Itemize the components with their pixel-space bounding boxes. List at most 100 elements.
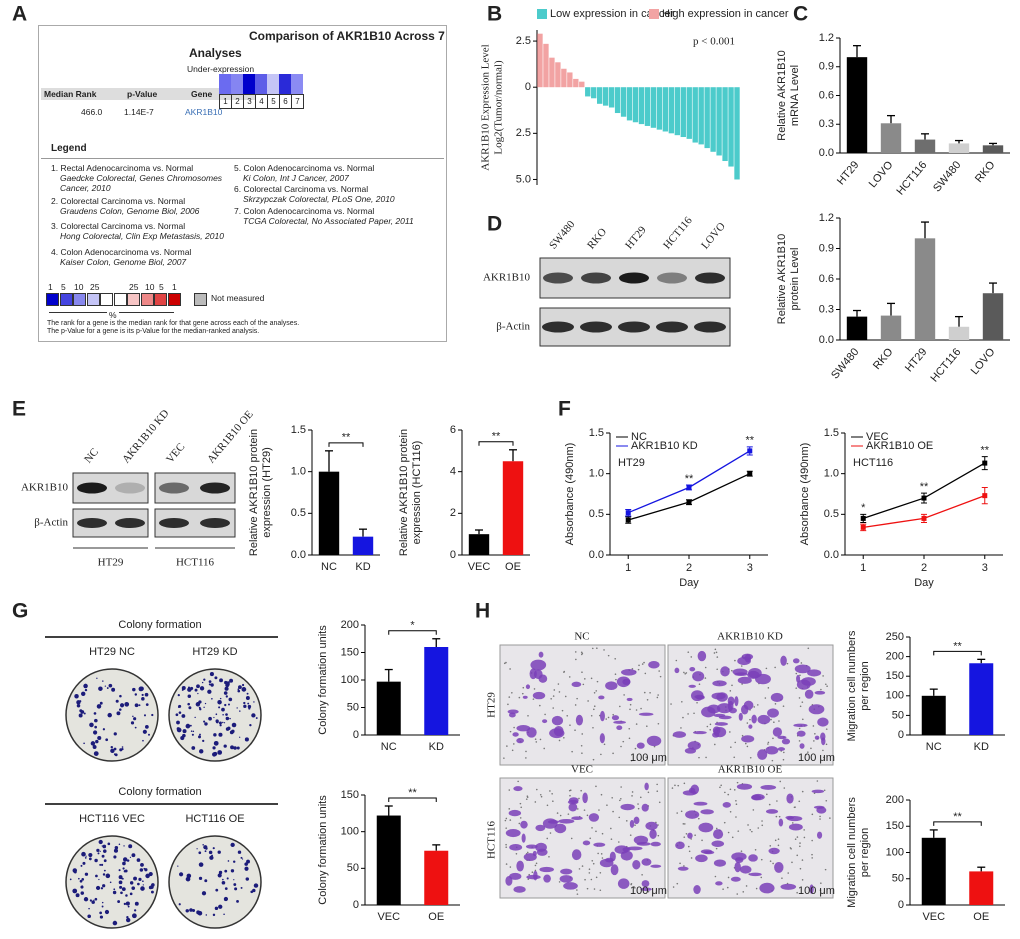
colony [101, 905, 104, 908]
colony [85, 855, 87, 857]
pore [798, 697, 801, 699]
y-tick-label: 2.5 [516, 127, 531, 139]
colony [122, 861, 126, 866]
pore [527, 714, 529, 717]
cell [715, 881, 723, 886]
colony [142, 729, 147, 734]
cell [505, 875, 513, 886]
colony [140, 863, 144, 867]
colony [142, 739, 144, 742]
legend-item: 2. Colorectal Carcinoma vs. Normal Graude… [51, 196, 226, 216]
pore [574, 704, 577, 706]
dish [65, 668, 159, 762]
cell [807, 669, 822, 677]
pore [570, 837, 573, 840]
cell [599, 733, 605, 744]
protein-label: β-Actin [34, 517, 68, 529]
pore [607, 654, 610, 657]
y-axis-title: protein Level [789, 248, 801, 311]
pore [593, 692, 596, 694]
bar [376, 681, 401, 735]
scale-swatch [154, 293, 167, 306]
pore [801, 879, 804, 881]
bar [668, 87, 675, 134]
x-tick-label: OE [505, 561, 521, 573]
x-tick-label: KD [429, 741, 444, 753]
y-tick-label: 150 [886, 670, 904, 682]
cell [817, 831, 823, 839]
pore [706, 725, 709, 728]
colony [84, 872, 89, 876]
colony [138, 686, 144, 692]
cell [649, 829, 657, 839]
pore [687, 713, 689, 715]
cell [692, 671, 705, 682]
colony [108, 683, 113, 688]
legend-label: 7. Colon Adenocarcinoma vs. Normal [234, 206, 375, 216]
colony [212, 847, 215, 850]
pore [698, 683, 701, 685]
pore [507, 703, 509, 706]
significance: ** [953, 811, 962, 823]
colony [226, 681, 230, 685]
pore [593, 888, 596, 890]
colony [144, 692, 149, 697]
pore [683, 836, 686, 838]
cell [816, 806, 827, 814]
pore [596, 680, 599, 683]
scale-swatch [100, 293, 113, 306]
colony [110, 748, 115, 754]
cell [701, 706, 716, 718]
pore [559, 814, 562, 817]
bar [638, 87, 645, 125]
colony [221, 880, 226, 885]
pore [811, 853, 813, 856]
colony [116, 711, 121, 716]
pore [589, 837, 592, 840]
pore [715, 651, 718, 654]
colony [246, 692, 249, 695]
protein-label: β-Actin [496, 321, 530, 333]
colony [80, 864, 83, 867]
pore [813, 740, 815, 742]
significance: * [861, 502, 866, 514]
colony [83, 742, 85, 745]
pore [822, 675, 824, 677]
pore [740, 850, 743, 852]
pore [810, 747, 812, 750]
colony [148, 871, 153, 877]
colony [119, 703, 125, 708]
colony [96, 704, 102, 709]
colony [141, 697, 145, 701]
legend-label: Low expression in cancer [550, 8, 674, 20]
pore [811, 813, 814, 816]
pore [592, 758, 595, 761]
colony [126, 916, 129, 919]
bar [620, 87, 627, 117]
colony [79, 709, 83, 713]
cell [633, 816, 640, 825]
pore [685, 672, 688, 674]
header: Median Rank [44, 89, 97, 99]
colony [189, 908, 193, 912]
bar [728, 87, 734, 167]
colony [84, 688, 88, 692]
pore [823, 789, 826, 792]
y-tick-label: 0 [353, 899, 359, 911]
pore [683, 671, 685, 674]
pore [719, 786, 721, 789]
point [747, 448, 753, 454]
y-tick-label: 1.0 [589, 468, 604, 480]
pore [801, 701, 804, 703]
colony [103, 849, 107, 853]
pore [558, 691, 561, 693]
pore [622, 740, 625, 743]
colony-title: Colony formation [118, 619, 201, 631]
pore [772, 862, 774, 865]
legend-item: 1. Rectal Adenocarcinoma vs. Normal Gaedc… [51, 163, 226, 193]
cell [786, 815, 803, 822]
cell [770, 692, 784, 703]
cell [794, 664, 811, 674]
point [747, 471, 753, 477]
cell [516, 738, 524, 744]
